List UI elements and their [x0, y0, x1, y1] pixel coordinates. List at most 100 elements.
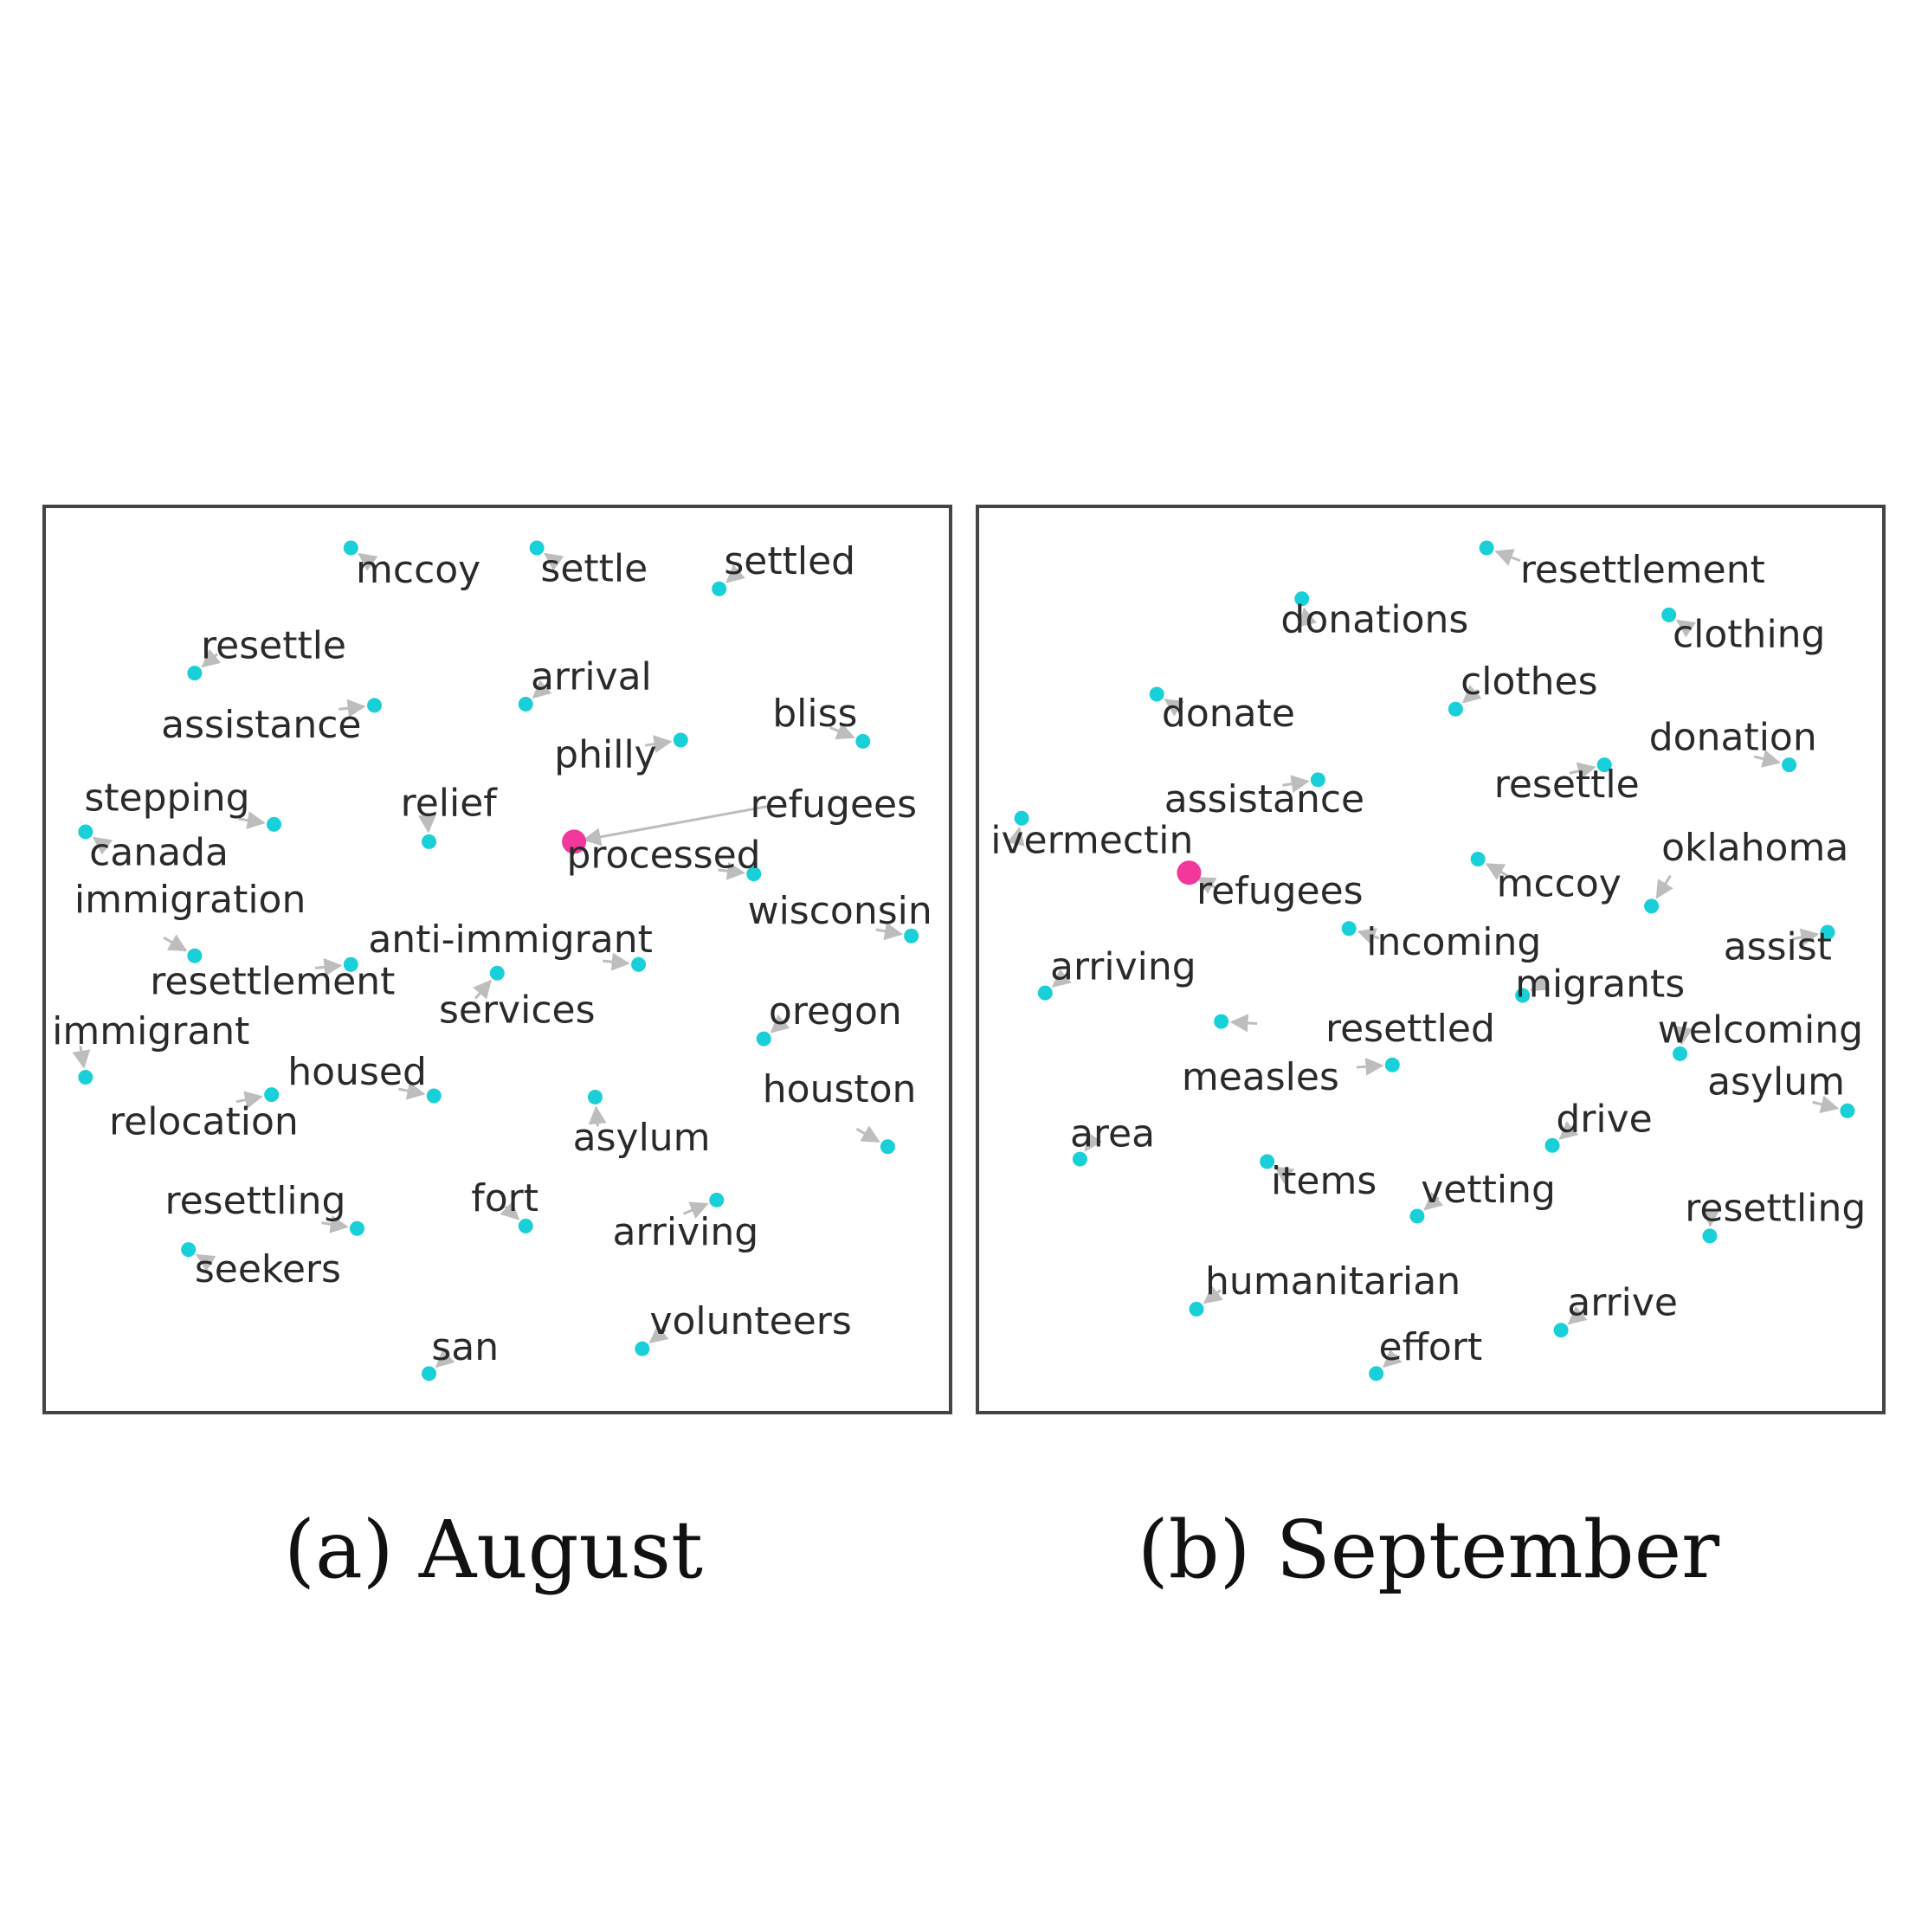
- arrow-bliss: [829, 722, 855, 740]
- arrow-resettling: [1701, 1208, 1720, 1227]
- word-point-asylum: [587, 1089, 603, 1104]
- word-label-wisconsin: wisconsin: [748, 889, 932, 933]
- word-point-wisconsin: [904, 928, 919, 943]
- word-label-san: san: [431, 1325, 499, 1369]
- arrow-effort: [1383, 1349, 1402, 1368]
- arrow-resettlement: [314, 957, 343, 976]
- word-point-vetting: [1409, 1208, 1425, 1224]
- word-label-processed: processed: [566, 834, 760, 878]
- arrow-settled: [725, 564, 745, 583]
- word-label-measles: measles: [1182, 1055, 1339, 1099]
- word-label-houston: houston: [763, 1067, 917, 1111]
- word-point-housed: [426, 1088, 442, 1104]
- word-point-services: [489, 965, 505, 981]
- arrow-assistance: [1282, 775, 1310, 794]
- word-point-incoming: [1341, 921, 1357, 937]
- arrow-donation: [1753, 750, 1781, 768]
- word-point-effort: [1369, 1366, 1384, 1381]
- word-label-area: area: [1070, 1112, 1155, 1156]
- target-point-refugees: [562, 829, 587, 854]
- word-point-donate: [1149, 686, 1164, 702]
- word-point-arriving: [1037, 985, 1053, 1001]
- arrow-incoming: [1357, 928, 1380, 946]
- arrow-area: [1084, 1131, 1103, 1152]
- word-point-resettling: [1702, 1228, 1718, 1244]
- arrow-resettling: [321, 1214, 349, 1233]
- word-point-arriving: [709, 1192, 725, 1208]
- arrow-volunteers: [648, 1324, 669, 1343]
- word-label-bliss: bliss: [772, 692, 857, 736]
- word-label-asylum: asylum: [1707, 1060, 1845, 1104]
- word-label-mccoy: mccoy: [356, 548, 480, 592]
- target-point-refugees: [1177, 860, 1202, 886]
- arrow-relocation: [235, 1091, 263, 1110]
- word-point-resettling: [349, 1220, 364, 1236]
- word-point-bliss: [855, 733, 871, 749]
- word-point-resettle: [1596, 757, 1612, 773]
- word-point-clothing: [1661, 607, 1677, 622]
- word-label-oregon: oregon: [769, 989, 902, 1034]
- word-point-san: [422, 1366, 437, 1381]
- word-label-arrive: arrive: [1567, 1281, 1678, 1325]
- arrow-measles: [1356, 1057, 1384, 1076]
- word-label-housed: housed: [287, 1050, 427, 1094]
- word-label-resettling: resettling: [1685, 1187, 1866, 1231]
- arrow-humanitarian: [1203, 1285, 1223, 1304]
- word-label-assist: assist: [1724, 924, 1832, 969]
- word-label-resettlement: resettlement: [1520, 548, 1765, 592]
- arrow-anti-immigrant: [603, 952, 630, 971]
- word-label-refugees: refugees: [1196, 869, 1364, 913]
- word-label-arriving: arriving: [1050, 944, 1196, 989]
- arrow-services: [473, 979, 492, 1000]
- word-point-measles: [1384, 1057, 1400, 1072]
- arrow-wisconsin: [875, 922, 903, 941]
- word-point-items: [1260, 1154, 1275, 1169]
- word-label-assistance: assistance: [161, 703, 361, 747]
- word-point-settle: [529, 540, 545, 556]
- word-label-vetting: vetting: [1421, 1168, 1556, 1212]
- word-point-mccoy: [343, 540, 358, 556]
- word-point-donations: [1294, 591, 1310, 607]
- word-point-oklahoma: [1644, 898, 1660, 914]
- arrow-seekers: [196, 1253, 216, 1272]
- arrow-ivermectin: [1007, 826, 1025, 847]
- arrow-migrants: [1530, 974, 1551, 992]
- word-point-seekers: [181, 1242, 197, 1258]
- word-label-ivermectin: ivermectin: [990, 818, 1193, 862]
- arrow-clothing: [1675, 619, 1697, 638]
- word-point-relocation: [264, 1087, 280, 1103]
- word-label-immigrant: immigrant: [52, 1009, 249, 1053]
- panel-august: mccoy settle settled resettle arrival assista…: [52, 539, 932, 1381]
- word-label-oklahoma: oklahoma: [1661, 826, 1848, 870]
- word-label-drive: drive: [1556, 1098, 1652, 1142]
- arrow-housed: [398, 1081, 426, 1100]
- arrow-arrive: [1567, 1305, 1588, 1325]
- word-label-anti-immigrant: anti-immigrant: [368, 918, 653, 962]
- arrow-canada: [92, 836, 113, 855]
- word-label-donation: donation: [1649, 715, 1817, 759]
- arrow-asylum: [1812, 1095, 1840, 1113]
- word-point-processed: [746, 866, 762, 882]
- arrow-mccoy: [1485, 863, 1509, 880]
- word-point-arrival: [518, 696, 533, 712]
- word-label-mccoy: mccoy: [1497, 861, 1622, 905]
- word-point-oregon: [756, 1031, 771, 1046]
- word-label-resettle: resettle: [1494, 763, 1640, 807]
- word-label-fort: fort: [471, 1176, 538, 1220]
- word-label-resettle: resettle: [201, 623, 346, 667]
- word-label-resettlement: resettlement: [150, 960, 395, 1004]
- word-label-migrants: migrants: [1515, 962, 1685, 1006]
- arrow-san: [435, 1349, 455, 1368]
- word-point-resettle: [187, 666, 203, 681]
- word-label-clothes: clothes: [1461, 660, 1597, 704]
- arrow-houston: [855, 1125, 880, 1143]
- word-label-items: items: [1271, 1159, 1377, 1203]
- word-point-migrants: [1515, 988, 1531, 1003]
- panel-september-caption: (b) September: [1138, 1504, 1719, 1596]
- word-label-settle: settle: [540, 547, 648, 591]
- arrow-assist: [1791, 928, 1820, 947]
- arrow-vetting: [1423, 1191, 1444, 1211]
- arrow-processed: [718, 861, 745, 880]
- word-point-anti-immigrant: [631, 956, 647, 972]
